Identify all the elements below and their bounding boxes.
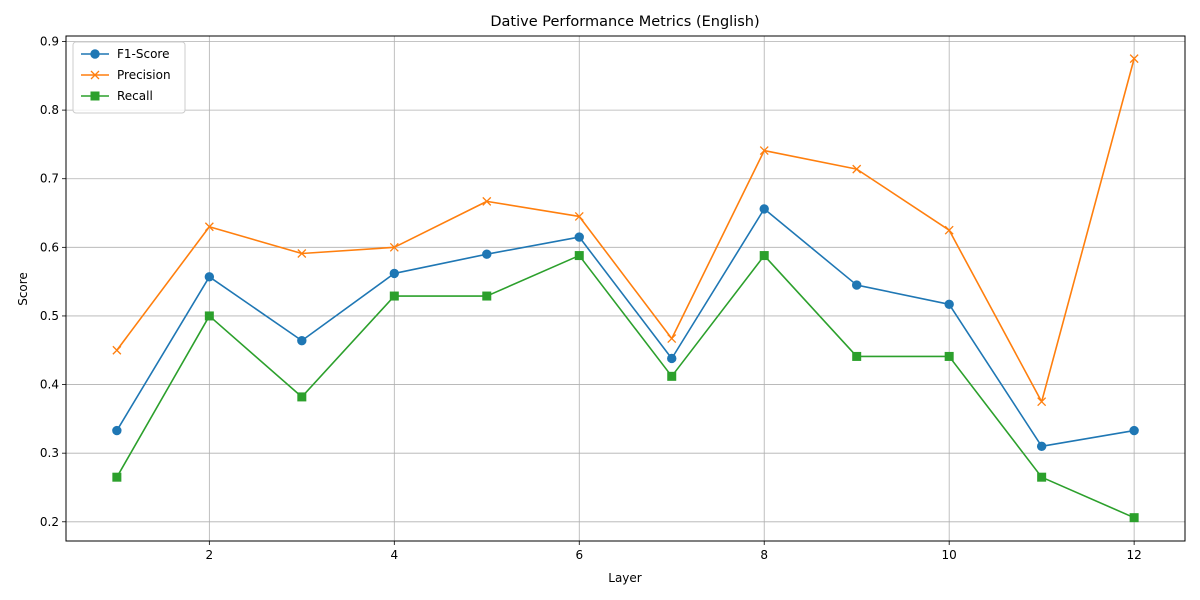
x-tick-label: 6 xyxy=(575,548,583,562)
data-point-recall xyxy=(389,291,399,301)
legend-swatch-marker xyxy=(90,91,100,101)
data-point-f1-score xyxy=(297,335,307,346)
legend-swatch-marker xyxy=(90,49,100,59)
data-point-precision xyxy=(574,211,584,221)
y-tick-label: 0.4 xyxy=(40,378,59,392)
data-point-recall xyxy=(574,251,584,261)
data-point-precision xyxy=(112,345,122,355)
data-point-precision xyxy=(204,222,214,232)
data-point-precision xyxy=(389,242,399,252)
legend-label: F1-Score xyxy=(117,47,169,61)
y-tick-label: 0.7 xyxy=(40,172,59,186)
data-point-precision xyxy=(297,249,307,258)
x-tick-label: 8 xyxy=(760,548,768,562)
data-point-f1-score xyxy=(482,249,492,259)
series-line-f1-score xyxy=(116,208,1135,448)
y-tick-label: 0.2 xyxy=(40,515,59,529)
series-precision xyxy=(112,54,1139,407)
legend-item-recall: Recall xyxy=(81,89,153,103)
data-point-precision xyxy=(759,146,769,156)
x-tick-label: 12 xyxy=(1126,548,1141,562)
y-tick-label: 0.5 xyxy=(40,309,59,323)
data-point-recall xyxy=(482,291,492,301)
y-axis-label: Score xyxy=(16,272,30,306)
series-line-precision xyxy=(116,58,1135,403)
data-point-precision xyxy=(1037,397,1047,407)
series-group xyxy=(112,54,1139,523)
data-point-precision xyxy=(482,196,492,206)
x-tick-label: 10 xyxy=(942,548,957,562)
data-point-recall xyxy=(1037,472,1047,482)
x-axis-label: Layer xyxy=(608,571,642,585)
data-point-precision xyxy=(667,334,677,344)
series-recall xyxy=(112,251,1139,523)
legend-label: Recall xyxy=(117,89,153,103)
data-point-recall xyxy=(852,351,862,361)
x-tick-label: 2 xyxy=(206,548,214,562)
ticks: 2 4 6 8 10 12 0.2 0.3 0.4 0.5 0.6 0.7 0.8 0.9 xyxy=(40,34,1142,562)
data-point-f1-score xyxy=(759,204,769,214)
data-point-precision xyxy=(944,225,954,235)
y-tick-label: 0.3 xyxy=(40,446,59,460)
data-point-recall xyxy=(112,472,122,482)
chart-title: Dative Performance Metrics (English) xyxy=(490,14,759,30)
legend: F1-Score Precision Recall xyxy=(72,41,186,114)
legend-item-precision: Precision xyxy=(81,68,171,82)
data-point-f1-score xyxy=(1129,425,1139,436)
series-f1-score xyxy=(112,204,1139,452)
data-point-recall xyxy=(667,371,677,381)
data-point-f1-score xyxy=(204,272,215,282)
data-point-f1-score xyxy=(1036,441,1047,452)
data-point-recall xyxy=(944,351,954,361)
data-point-precision xyxy=(852,164,862,174)
y-tick-label: 0.9 xyxy=(40,34,59,48)
data-point-f1-score xyxy=(944,299,954,309)
y-tick-label: 0.6 xyxy=(40,240,59,254)
data-point-recall xyxy=(1129,513,1139,523)
data-point-f1-score xyxy=(667,353,677,364)
data-point-f1-score xyxy=(574,232,584,242)
data-point-recall xyxy=(204,311,214,321)
legend-swatch-marker xyxy=(90,70,100,80)
plot-frame xyxy=(65,35,1186,542)
data-point-f1-score xyxy=(389,268,400,279)
data-point-recall xyxy=(297,392,307,402)
legend-item-f1-score: F1-Score xyxy=(81,47,169,61)
data-point-recall xyxy=(759,251,769,261)
x-tick-label: 4 xyxy=(390,548,398,562)
data-point-precision xyxy=(1129,54,1139,64)
data-point-f1-score xyxy=(112,425,122,436)
series-line-recall xyxy=(116,254,1135,519)
y-tick-label: 0.8 xyxy=(40,103,59,117)
legend-label: Precision xyxy=(117,68,171,82)
data-point-f1-score xyxy=(851,280,862,290)
